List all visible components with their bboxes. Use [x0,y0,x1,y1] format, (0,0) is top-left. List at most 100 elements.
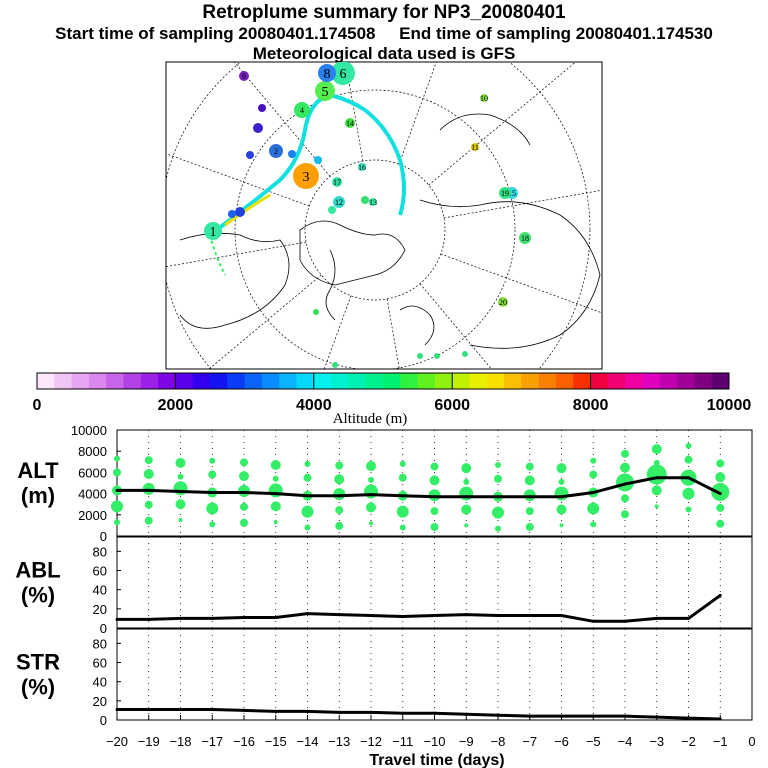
series-point [464,712,468,716]
series-point [591,619,595,623]
alt-scatter-dot [240,518,248,527]
x-axis: −20 −19 −18 −17 −16 −15 −14 −13 −12 −11 −10 −9 −8 −7−… [106,715,756,749]
alt-scatter-dot [492,506,504,519]
alt-scatter-dot [208,470,217,479]
colorbar-label: Altitude (m) [333,411,408,427]
colorbar-tick-label: 2000 [158,397,194,414]
colorbar-swatch [521,373,540,389]
alt-scatter-dot [715,472,726,483]
series-point [210,707,214,711]
alt-scatter-dot [525,522,534,531]
met-data-title: Meteorological data used is GFS [252,44,516,63]
y-tick-label: 60 [93,656,107,671]
series-point [655,616,659,620]
map-dot-6 [331,62,355,85]
colorbar-swatch [279,373,297,389]
series-point [179,707,182,711]
series-point [528,614,532,618]
colorbar-swatch [123,373,142,389]
map-dot-11 [471,143,479,151]
series-point [115,707,119,711]
y-tick-label: 80 [93,636,107,651]
alt-scatter-dot [364,484,378,499]
colorbar-tick-label: 0 [33,397,42,414]
alt-scatter-dot [177,473,184,480]
series-point [433,495,436,499]
series-point [242,615,246,619]
x-axis-label: Travel time (days) [369,752,504,768]
series-point [337,494,341,498]
series-point [147,488,151,492]
alt-scatter-dot [461,504,472,515]
x-tick-label: −19 [138,734,160,749]
series-point [464,495,468,499]
alt-scatter-dot [523,489,536,502]
eurasia-coast [419,199,601,349]
y-tick-label: 8000 [78,444,107,459]
colorbar-swatch [313,373,332,389]
colorbar-swatch [106,373,124,389]
map-dot-4 [294,102,310,118]
alt-scatter-dot [303,473,312,482]
altitude-colorbar: 0 2000 4000 6000 8000 10000 [33,372,751,414]
y-tick-label: 2000 [78,508,107,523]
alt-scatter-dot [459,486,474,501]
alt-scatter-dot [143,468,154,479]
colorbar-swatch [659,373,678,389]
colorbar-swatch [694,373,713,389]
map-scatter-dot [361,196,369,204]
greenland-coast [299,220,406,286]
alt-scatter-dot [495,461,501,468]
map-scatter-dot [313,309,319,315]
series-point [147,707,151,711]
series-point [369,493,373,497]
x-tick-label: −8 [491,734,506,749]
panel-unit-label: (%) [21,583,55,608]
plume-track-tail [209,234,226,276]
alt-scatter-dot [463,478,470,485]
series-point [623,482,627,486]
series-line [117,707,721,721]
alt-scatter-dot [654,504,659,509]
colorbar-swatch [365,373,384,389]
series-point [687,616,690,620]
map-dot-label-6: 6 [340,67,347,82]
x-tick-label: −12 [360,734,382,749]
colorbar-swatch [140,373,159,389]
alt-scatter-dot [111,500,123,513]
map-dot-19 [499,187,511,199]
colorbar-swatch [417,373,436,389]
map-scatter-dot [314,156,322,164]
series-point [337,613,341,617]
alt-scatter-dot [558,478,565,485]
series-point [115,488,119,492]
map-dot-20 [498,297,508,307]
colorbar-swatch [504,373,522,389]
colorbar-swatch [175,373,194,389]
colorbar-swatch [607,373,626,389]
timeseries-panels: 0 2000 4000 6000 8000 10000 ALT(m) 0 20 40 60 80 ABL… [15,423,753,728]
alt-scatter-dot [273,520,278,525]
y-tick-label: 10000 [71,423,107,438]
map-scatter-dot [258,104,266,112]
series-point [179,616,182,620]
alt-scatter-dot [556,463,567,474]
series-point [718,492,722,496]
series-point [433,711,436,715]
y-tick-label: 20 [93,694,107,709]
alt-scatter-dot [429,475,440,486]
alt-scatter-dot [682,487,695,500]
alt-scatter-dot [175,457,186,468]
alt-scatter-dot [301,505,314,518]
series-point [274,492,278,496]
series-point [210,491,214,495]
alt-scatter-dot [178,518,183,523]
x-tick-label: −6 [554,734,569,749]
map-dot-label-11: 11 [471,143,479,152]
lat-circle-80 [304,159,446,301]
colorbar-swatch [625,373,643,389]
alt-scatter-dot [238,484,250,497]
alt-scatter-dot [239,471,249,482]
alt-scatter-dot [525,462,534,471]
map-dot-label-10: 10 [480,94,488,103]
